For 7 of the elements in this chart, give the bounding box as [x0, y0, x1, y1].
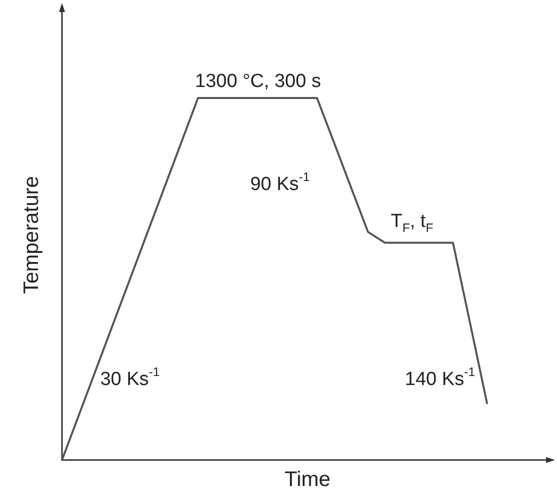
text: 1300 °C, 300 s	[195, 71, 321, 92]
annotation: 30 Ks$^{-1}$	[100, 365, 160, 390]
x-axis-title: Time	[284, 468, 330, 491]
annotation: T$_{F}$, t$_{F}$	[390, 211, 434, 236]
y-axis-title: Temperature	[20, 176, 43, 294]
annotation: 90 Ks$^{-1}$	[250, 170, 310, 196]
annotation: 140 Ks$^{-1}$	[404, 365, 476, 390]
